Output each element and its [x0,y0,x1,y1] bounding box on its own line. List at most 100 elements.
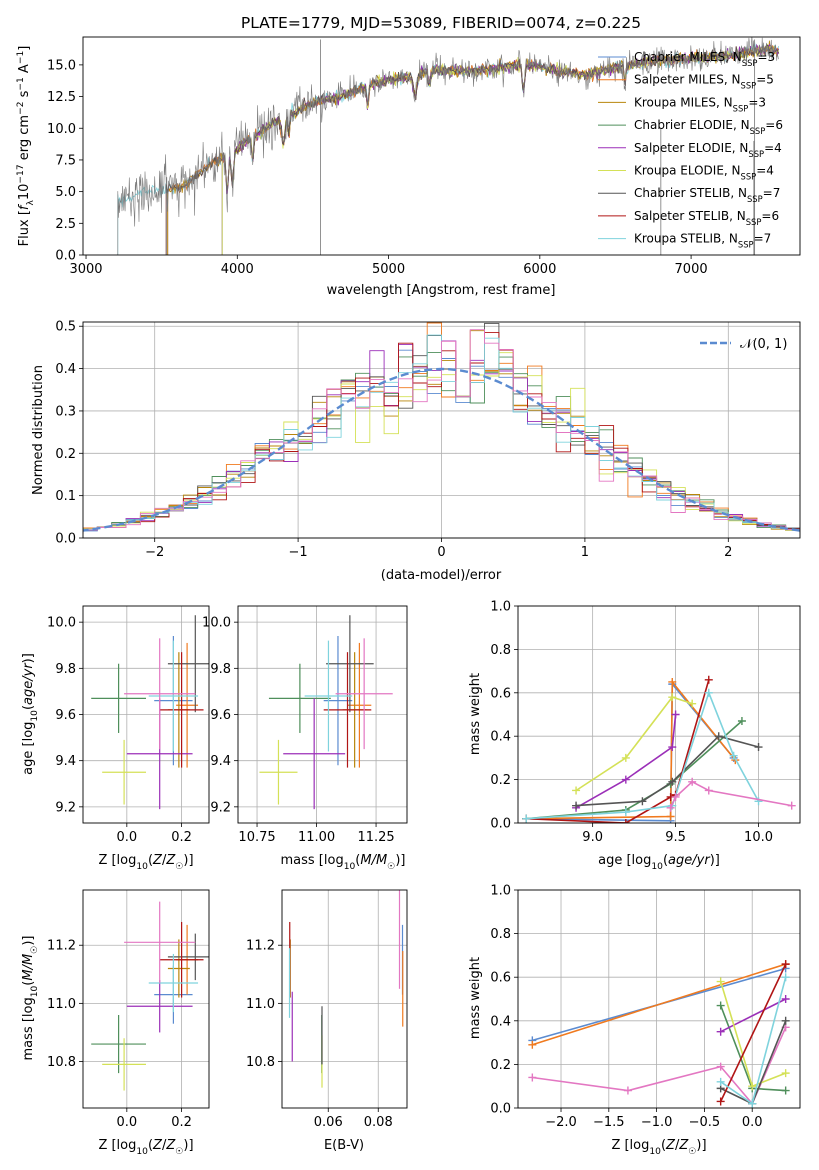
tick-label-x: −1.0 [641,1115,673,1130]
weight-marker [781,995,790,1003]
legend: 𝒩(0, 1) [700,337,787,352]
tick-label-y: 0.4 [490,1014,511,1029]
weight-line [526,679,736,820]
axes-frame [82,889,210,1109]
tick-label-x: 2 [724,545,732,560]
weight-marker [748,1099,757,1108]
axes-mass-vs-Z: 0.0 0.2 10.8 11.0 11.2 Z [log10(Z/Z☉)] mass [l… [21,889,210,1157]
plot-area [83,322,800,534]
weight-marker [668,743,677,752]
tick-label-y: 10.0 [47,616,76,631]
grid [83,606,209,823]
figure-title: PLATE=1779, MJD=53089, FIBERID=0074, z=0… [241,14,641,32]
tick-label-y: 0.6 [490,686,511,701]
weight-marker [754,797,763,806]
plot-area [91,901,209,1091]
weight-marker [528,1040,537,1049]
weight-marker [714,732,723,741]
weight-marker [781,1016,790,1025]
tick-label-x: 11.00 [298,830,335,845]
x-axis-label: (data-model)/error [381,568,502,583]
tick-label-x: 0.0 [116,1115,137,1130]
tick-label-y: 10.0 [47,122,76,137]
weight-marker [668,677,677,686]
tick-label-y: 7.5 [55,153,76,168]
legend-label: Kroupa MILES, NSSP=3 [634,95,766,113]
weight-marker [572,801,581,810]
axes-spectrum: 3000 4000 5000 6000 7000 0.0 2.5 5.0 7.5 10.0 12.5… [16,36,801,298]
weight-marker [716,1027,725,1036]
y-axis-label: age [log10(age/yr)] [21,653,40,775]
observed-spectrum [117,37,779,255]
weight-marker [704,786,713,795]
weight-marker [716,1062,725,1071]
x-axis-label: Z [log10(Z/Z☉)] [98,853,193,872]
tick-label-y: 1.0 [490,884,511,899]
tick-label-y: 10.8 [246,1055,275,1070]
tick-label-y: 15.0 [47,58,76,73]
grid [83,890,209,1108]
tick-label-y: 9.2 [210,800,231,815]
weight-line [526,720,743,820]
legend-label: 𝒩(0, 1) [740,337,787,352]
tick-label-y: 9.4 [55,754,76,769]
tick-label-y: 0.2 [55,447,76,462]
plot-area [522,675,796,823]
tick-label-x: −1 [289,545,308,560]
plot-area [117,37,780,255]
x-axis-label: mass [log10(M/M☉)] [281,853,406,872]
tick-label-x: 3000 [69,262,102,277]
tick-label-x: 0 [437,545,445,560]
tick-label-y: 0.5 [55,320,76,335]
legend-label: Kroupa ELODIE, NSSP=4 [634,164,774,182]
tick-label-y: 0.4 [55,362,76,377]
tick-label-x: 11.25 [357,830,394,845]
tick-label-y: 11.0 [47,997,76,1012]
tick-label-y: 0.0 [490,817,511,832]
tick-label-x: 9.0 [582,830,603,845]
axes-frame [237,605,408,824]
tick-label-y: 0.0 [490,1102,511,1117]
x-axis-label: E(B-V) [324,1138,364,1153]
axes-frame [281,889,408,1109]
tick-label-x: 10.0 [744,830,773,845]
tick-label-x: 0.0 [742,1115,763,1130]
tick-label-y: 10.8 [47,1055,76,1070]
weight-marker [688,777,697,786]
weight-marker [666,803,675,812]
tick-label-y: 11.2 [246,939,275,954]
weight-marker [781,1069,790,1078]
weight-marker [621,753,630,762]
legend-label: Salpeter MILES, NSSP=5 [634,73,774,91]
tick-label-x: 4000 [221,262,254,277]
x-axis-label: age [log10(age/yr)] [598,853,720,872]
weight-marker [623,1086,632,1095]
tick-label-y: 10.0 [202,616,231,631]
tick-label-y: 9.6 [210,708,231,723]
tick-label-x: −0.5 [689,1115,721,1130]
tick-label-x: −1.5 [593,1115,625,1130]
tick-label-y: 5.0 [55,185,76,200]
weight-line [526,679,710,823]
axes-weight-vs-Z: −2.0 −1.5 −1.0 −0.5 0.0 0.0 0.2 0.4 0.6 0.8 1.0 Z [… [468,884,801,1157]
legend: Chabrier MILES, NSSP=3 Salpeter MILES, NS… [598,50,783,250]
weight-line [575,696,693,792]
weight-marker [781,1086,790,1095]
tick-label-x: 7000 [675,262,708,277]
tick-label-y: 9.4 [210,754,231,769]
tick-label-y: 11.0 [246,997,275,1012]
tick-label-x: 0.0 [116,830,137,845]
y-axis-label: mass [log10(M/M☉)] [21,936,40,1061]
tick-label-y: 11.2 [47,939,76,954]
weight-marker [704,675,713,684]
tick-label-y: 2.5 [55,217,76,232]
legend-label: Chabrier ELODIE, NSSP=6 [634,118,783,136]
weight-marker [671,792,680,801]
tick-label-y: 0.1 [55,489,76,504]
tick-label-y: 0.2 [490,773,511,788]
weight-marker [621,808,630,817]
weight-line [526,690,760,820]
plot-area [91,615,209,810]
tick-label-x: −2.0 [545,1115,577,1130]
weight-marker [668,777,677,786]
